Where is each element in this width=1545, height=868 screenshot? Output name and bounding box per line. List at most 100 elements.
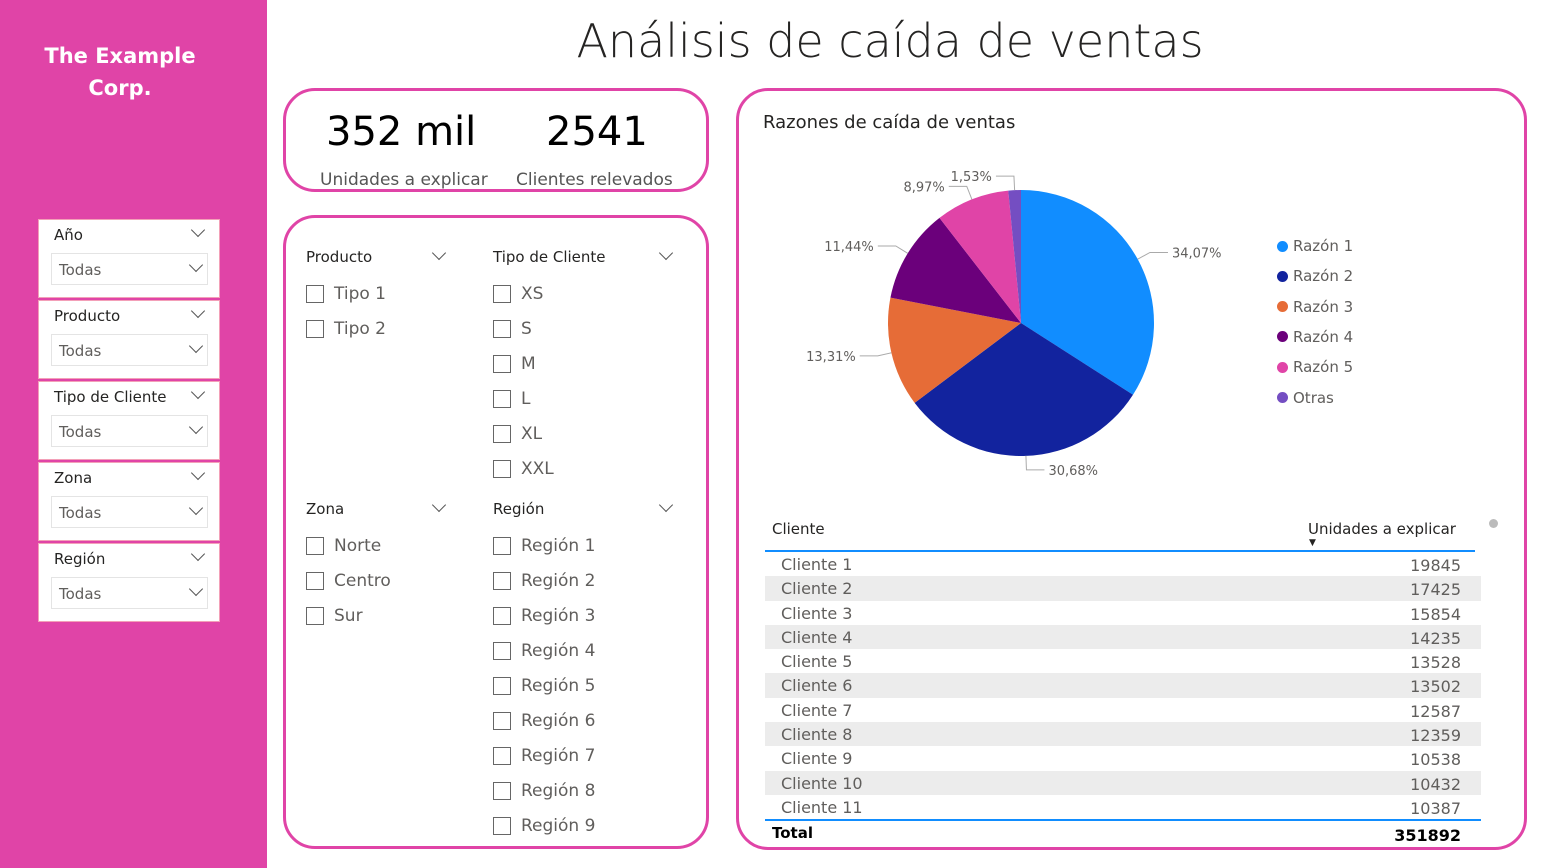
- filter-option[interactable]: L: [493, 381, 693, 416]
- checkbox[interactable]: [493, 781, 511, 800]
- chevron-down-icon: [188, 338, 204, 355]
- slicer-dropdown[interactable]: Todas: [51, 496, 208, 528]
- checkbox[interactable]: [493, 816, 511, 835]
- pie-slice-2[interactable]: [888, 297, 1021, 403]
- legend-item[interactable]: Razón 3: [1277, 298, 1353, 316]
- table-row[interactable]: Cliente 10 10432: [765, 770, 1481, 795]
- filter-option[interactable]: Región 6: [493, 703, 693, 738]
- checkbox[interactable]: [493, 606, 511, 625]
- legend-item[interactable]: Razón 2: [1277, 267, 1353, 285]
- pie-slice-5[interactable]: [1008, 190, 1021, 323]
- checkbox[interactable]: [306, 606, 324, 625]
- checkbox[interactable]: [493, 676, 511, 695]
- checkbox[interactable]: [493, 571, 511, 590]
- header-cliente[interactable]: Cliente: [772, 520, 825, 538]
- table-row[interactable]: Cliente 7 12587: [765, 698, 1481, 722]
- filter-label: Zona: [306, 500, 345, 518]
- chevron-down-icon[interactable]: [431, 497, 447, 513]
- slicer-dropdown[interactable]: Todas: [51, 253, 208, 285]
- table-row[interactable]: Cliente 2 17425: [765, 576, 1481, 601]
- option-label: Sur: [334, 605, 363, 626]
- filters-panel: Producto Tipo 1 Tipo 2 Tipo de Cliente XS…: [283, 215, 709, 849]
- chevron-down-icon: [188, 419, 204, 436]
- slicer-dropdown[interactable]: Todas: [51, 334, 208, 366]
- pie-slice-0[interactable]: [1021, 190, 1154, 395]
- filter-option[interactable]: Tipo 2: [306, 311, 466, 346]
- chevron-down-icon[interactable]: [190, 465, 206, 482]
- cell-cliente: Cliente 10: [781, 773, 863, 793]
- filter-option[interactable]: Región 4: [493, 633, 693, 668]
- filter-option[interactable]: XXL: [493, 451, 693, 486]
- chevron-down-icon[interactable]: [431, 245, 447, 261]
- filter-option[interactable]: Norte: [306, 528, 466, 563]
- legend-item[interactable]: Otras: [1277, 389, 1334, 407]
- cell-cliente: Cliente 7: [781, 700, 853, 720]
- table-row[interactable]: Cliente 5 13528: [765, 649, 1481, 673]
- table-row[interactable]: Cliente 9 10538: [765, 746, 1481, 770]
- cell-unidades: 10387: [1410, 798, 1461, 818]
- checkbox[interactable]: [493, 284, 511, 303]
- filter-option[interactable]: M: [493, 346, 693, 381]
- filter-option[interactable]: Región 7: [493, 738, 693, 773]
- filter-option[interactable]: XL: [493, 416, 693, 451]
- chevron-down-icon: [188, 500, 204, 517]
- sort-desc-icon: ▼: [1309, 538, 1316, 548]
- checkbox[interactable]: [493, 641, 511, 660]
- checkbox[interactable]: [493, 354, 511, 373]
- filter-option[interactable]: Región 2: [493, 563, 693, 598]
- header-unidades[interactable]: Unidades a explicar: [1308, 520, 1456, 538]
- scrollbar[interactable]: [1489, 519, 1498, 528]
- data-label: 11,44%: [824, 240, 874, 255]
- filter-option[interactable]: Región 5: [493, 668, 693, 703]
- table-row[interactable]: Cliente 8 12359: [765, 722, 1481, 747]
- filter-option[interactable]: Región 9: [493, 808, 693, 843]
- checkbox[interactable]: [493, 746, 511, 765]
- cell-unidades: 10538: [1410, 750, 1461, 770]
- slicer-2: Tipo de Cliente Todas: [38, 381, 220, 460]
- pie-slice-1[interactable]: [914, 323, 1133, 456]
- checkbox[interactable]: [493, 389, 511, 408]
- table-row[interactable]: Cliente 11 10387: [765, 795, 1481, 819]
- legend-label: Razón 5: [1293, 358, 1354, 377]
- filter-option[interactable]: Región 8: [493, 773, 693, 808]
- chevron-down-icon[interactable]: [658, 497, 674, 513]
- table-row[interactable]: Cliente 1 19845: [765, 552, 1481, 576]
- filter-option[interactable]: Centro: [306, 563, 466, 598]
- checkbox[interactable]: [493, 536, 511, 555]
- filter-option[interactable]: S: [493, 311, 693, 346]
- slicer-label: Año: [54, 226, 83, 244]
- table-header: Cliente Unidades a explicar ▼: [765, 516, 1475, 552]
- cell-unidades: 13502: [1410, 677, 1461, 697]
- checkbox[interactable]: [493, 319, 511, 338]
- checkbox[interactable]: [306, 319, 324, 338]
- chevron-down-icon[interactable]: [190, 546, 206, 563]
- legend-item[interactable]: Razón 1: [1277, 237, 1353, 255]
- checkbox[interactable]: [306, 571, 324, 590]
- table-row[interactable]: Cliente 4 14235: [765, 624, 1481, 650]
- table-row[interactable]: Cliente 6 13502: [765, 673, 1481, 698]
- legend-item[interactable]: Razón 4: [1277, 328, 1353, 346]
- filter-option[interactable]: Región 1: [493, 528, 693, 563]
- filter-option[interactable]: XS: [493, 276, 693, 311]
- slicer-dropdown[interactable]: Todas: [51, 415, 208, 447]
- pie-slice-4[interactable]: [939, 190, 1021, 323]
- legend-item[interactable]: Razón 5: [1277, 358, 1353, 376]
- chevron-down-icon[interactable]: [658, 245, 674, 261]
- checkbox[interactable]: [493, 424, 511, 443]
- filter-option[interactable]: Tipo 1: [306, 276, 466, 311]
- checkbox[interactable]: [306, 536, 324, 555]
- filter-option[interactable]: Región 3: [493, 598, 693, 633]
- slicer-dropdown[interactable]: Todas: [51, 577, 208, 609]
- leader-line: [859, 352, 892, 357]
- table-row[interactable]: Cliente 3 15854: [765, 601, 1481, 625]
- data-label: 8,97%: [903, 180, 944, 195]
- total-label: Total: [772, 824, 813, 843]
- chevron-down-icon[interactable]: [190, 303, 206, 320]
- chevron-down-icon[interactable]: [190, 222, 206, 239]
- filter-option[interactable]: Sur: [306, 598, 466, 633]
- checkbox[interactable]: [493, 459, 511, 478]
- checkbox[interactable]: [493, 711, 511, 730]
- pie-slice-3[interactable]: [890, 217, 1021, 323]
- chevron-down-icon[interactable]: [190, 384, 206, 401]
- checkbox[interactable]: [306, 284, 324, 303]
